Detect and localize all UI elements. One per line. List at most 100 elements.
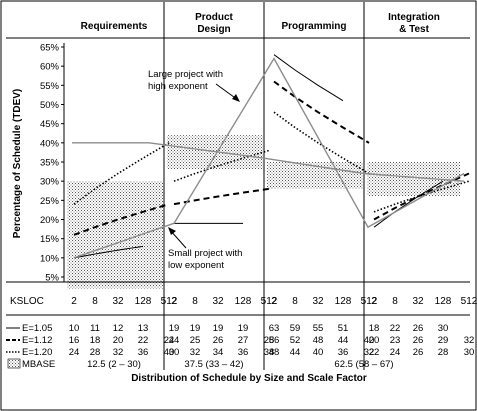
ksloc-tick-label: 2 [71, 296, 77, 307]
table-cell-value: 19 [238, 323, 249, 334]
series-E=1.12-phase-line [373, 172, 470, 221]
table-cell-value: 18 [369, 323, 380, 334]
mbase-summary-value: 37.5 (33 – 42) [184, 359, 243, 370]
ksloc-tick-label: 8 [192, 296, 198, 307]
mbase-summary-value: 12.5 (2 – 30) [87, 359, 141, 370]
table-cell-value: 30 [464, 347, 475, 358]
annotation-label: Large project with [148, 69, 223, 80]
ksloc-tick-label: 2 [171, 296, 177, 307]
table-cell-value: 38 [264, 347, 275, 358]
table-cell-value: 32 [364, 347, 375, 358]
phase-header: & Test [399, 24, 429, 35]
mbase-layer [67, 135, 460, 289]
table-cell-value: 28 [90, 347, 101, 358]
ksloc-tick-label: 512 [261, 296, 278, 307]
phase-header: Design [197, 24, 230, 35]
annotation-label: low exponent [168, 260, 224, 271]
table-cell-value: 22 [390, 323, 401, 334]
table-cell-value: 23 [390, 335, 401, 346]
table-cell-value: 24 [169, 335, 180, 346]
ksloc-tick-label: 8 [392, 296, 398, 307]
ksloc-tick-label: 32 [212, 296, 224, 307]
table-cell-value: 24 [164, 335, 175, 346]
table-cell-value: 26 [213, 335, 224, 346]
table-cell-value: 55 [313, 323, 324, 334]
table-cell-value: 40 [164, 347, 175, 358]
ksloc-tick-label: 32 [112, 296, 124, 307]
table-cell-value: 34 [213, 347, 224, 358]
table-cell-value: 16 [69, 335, 80, 346]
table-cell-value: 40 [364, 335, 375, 346]
annotation-label: Small project with [168, 248, 242, 259]
table-cell-value: 12 [113, 323, 124, 334]
ksloc-tick-label: 8 [292, 296, 298, 307]
table-cell-value: 63 [269, 323, 280, 334]
table-cell-value: 51 [338, 323, 349, 334]
table-cell-value: 56 [269, 335, 280, 346]
table-cell-value: 40 [313, 347, 324, 358]
ksloc-tick-label: 128 [135, 296, 152, 307]
table-cell-value: 36 [138, 347, 149, 358]
series-E=1.20-phase-line [73, 142, 170, 205]
table-cell-value: 24 [390, 347, 401, 358]
series-layer [72, 54, 470, 259]
mbase-range-box [67, 181, 163, 289]
phase-header: Programming [281, 21, 346, 32]
y-tick-label: 20% [40, 215, 60, 226]
table-cell-value: 13 [138, 323, 149, 334]
y-tick-label: 60% [40, 62, 60, 73]
ksloc-tick-label: 128 [335, 296, 352, 307]
table-cell-value: 30 [169, 347, 180, 358]
table-cell-value: 18 [90, 335, 101, 346]
table-cell-value: 10 [69, 323, 80, 334]
x-axis-title: Distribution of Schedule by Size and Sca… [131, 373, 367, 384]
mbase-range-box [167, 135, 263, 170]
series-E=1.12-phase-line [273, 80, 370, 144]
table-cell-value: 22 [138, 335, 149, 346]
y-tick-label: 25% [40, 196, 60, 207]
y-tick-label: 10% [40, 253, 60, 264]
table-cell-value: 26 [413, 323, 424, 334]
series-E=1.05-phase-line [73, 245, 144, 259]
y-tick-label: 55% [40, 81, 60, 92]
ksloc-tick-label: 512 [361, 296, 378, 307]
ksloc-tick-label: 512 [461, 296, 477, 307]
mbase-legend-swatch [7, 358, 21, 369]
text-layer: 5% 10% 15% 20% 25% 30% 35% 40% 45% 50% 55% 60% 65% Re… [12, 12, 440, 284]
table-cell-value: 28 [264, 335, 275, 346]
table-cell-value: 30 [438, 323, 449, 334]
table-cell-value: 32 [190, 347, 201, 358]
mbase-legend-label: MBASE [22, 359, 55, 370]
ksloc-row-label: KSLOC [10, 296, 44, 307]
ksloc-tick-label: 32 [312, 296, 324, 307]
table-cell-value: 52 [290, 335, 301, 346]
axes-layer [6, 2, 470, 370]
table-cell-value: 32 [464, 335, 475, 346]
table-cell-value: 22 [369, 347, 380, 358]
series-E=1.20-phase-line [273, 111, 370, 175]
table-cell-value: 20 [113, 335, 124, 346]
series-E=1.12-phase-line [73, 203, 170, 236]
legend-label: E=1.05 [22, 323, 52, 334]
series-E=1.12-phase-line [173, 187, 270, 206]
y-tick-label: 15% [40, 234, 60, 245]
table-cell-value: 44 [338, 335, 349, 346]
phase-header: Integration [388, 12, 440, 23]
legend-label: E=1.12 [22, 335, 52, 346]
ksloc-tick-label: 32 [412, 296, 424, 307]
mbase-summary-value: 62.5 (58 – 67) [334, 359, 393, 370]
series-E=1.20-phase-line [173, 149, 270, 182]
table-cell-value: 26 [413, 347, 424, 358]
ksloc-tick-label: 2 [271, 296, 277, 307]
table-cell-value: 44 [290, 347, 301, 358]
legend-label: E=1.20 [22, 347, 52, 358]
table-cell-value: 26 [413, 335, 424, 346]
phase-header: Requirements [81, 21, 148, 32]
table-cell-value: 19 [213, 323, 224, 334]
table-cell-value: 36 [338, 347, 349, 358]
ksloc-tick-label: 2 [371, 296, 377, 307]
table-cell-value: 32 [113, 347, 124, 358]
y-tick-label: 5% [45, 273, 59, 284]
